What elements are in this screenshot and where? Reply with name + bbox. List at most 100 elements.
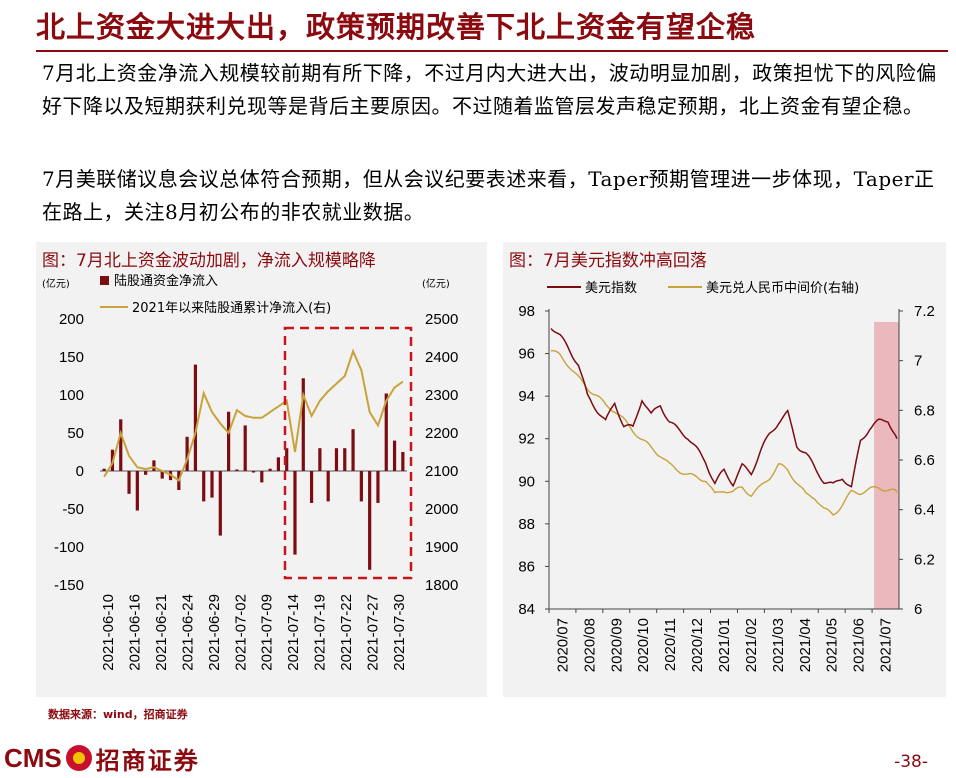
y-tick-label: -50 bbox=[62, 501, 84, 518]
dollar-index-chart-panel: 图：7月美元指数冲高回落 美元指数 美元兑人民币中间价(右轴) 98 96 94 92 90… bbox=[503, 242, 946, 697]
flow-bar bbox=[218, 471, 222, 536]
flow-bar bbox=[359, 471, 363, 502]
left-axis-unit: (亿元) bbox=[42, 277, 70, 290]
y2-tick-label: 1900 bbox=[425, 539, 458, 556]
x-tick-label: 2021-07-14 bbox=[285, 594, 302, 671]
flow-bar bbox=[152, 460, 156, 471]
y2-tick-label: 1800 bbox=[425, 577, 458, 594]
flow-bar bbox=[401, 452, 405, 471]
flow-bar bbox=[276, 457, 280, 471]
y2-tick-label: 2200 bbox=[425, 425, 458, 442]
x-tick-label: 2021/03 bbox=[770, 618, 787, 672]
x-tick-label: 2021-07-30 bbox=[391, 594, 408, 671]
dxy-line bbox=[550, 328, 898, 488]
y2-tick-label: 2400 bbox=[425, 349, 458, 366]
y2-tick-label: 6 bbox=[914, 601, 922, 618]
flow-bar bbox=[343, 448, 347, 471]
x-tick-label: 2020/07 bbox=[554, 618, 571, 672]
right-axis-unit: (亿元) bbox=[422, 277, 450, 290]
x-tick-label: 2020/09 bbox=[608, 618, 625, 672]
x-tick-label: 2021-06-29 bbox=[206, 594, 223, 671]
y-tick-label: 90 bbox=[518, 473, 535, 490]
logo-text: CMS bbox=[4, 742, 62, 773]
y2-tick-label: 2100 bbox=[425, 463, 458, 480]
x-tick-label: 2020/10 bbox=[635, 618, 652, 672]
page-title: 北上资金大进大出，政策预期改善下北上资金有望企稳 bbox=[36, 10, 757, 44]
flow-bar bbox=[376, 471, 380, 503]
y-tick-label: -150 bbox=[54, 577, 84, 594]
y-tick-label: 50 bbox=[67, 425, 84, 442]
flow-bar bbox=[251, 471, 256, 473]
x-tick-label: 2021-06-21 bbox=[153, 594, 170, 671]
y-tick-label: 200 bbox=[59, 311, 84, 328]
y2-tick-label: 2500 bbox=[425, 311, 458, 328]
flow-bar bbox=[384, 393, 388, 471]
flow-bar bbox=[301, 378, 305, 471]
northbound-flow-chart: (亿元) (亿元) 陆股通资金净流入 2021年以来陆股通累计净流入(右) 200 150… bbox=[42, 273, 458, 671]
x-tick-label: 2020/11 bbox=[662, 618, 679, 671]
y-tick-label: 0 bbox=[76, 463, 84, 480]
logo-badge-icon bbox=[65, 745, 92, 771]
legend-bar-swatch bbox=[100, 276, 109, 285]
flow-bar bbox=[160, 471, 164, 479]
x-tick-label: 2020/08 bbox=[581, 618, 598, 672]
flow-bar bbox=[243, 425, 247, 471]
y-tick-label: 92 bbox=[518, 431, 535, 448]
x-tick-label: 2021/02 bbox=[743, 618, 760, 672]
x-tick-label: 2020/12 bbox=[689, 618, 706, 672]
y-tick-label: 100 bbox=[59, 387, 84, 404]
flow-bar bbox=[260, 471, 264, 483]
paragraph-1: 7月北上资金净流入规模较前期有所下降，不过月内大进大出，波动明显加剧，政策担忧下… bbox=[42, 61, 937, 118]
highlight-box bbox=[283, 326, 413, 580]
data-source: 数据来源：wind，招商证券 bbox=[48, 708, 188, 721]
y2-tick-label: 6.4 bbox=[914, 502, 935, 519]
flow-bar bbox=[318, 448, 322, 471]
y-tick-label: 86 bbox=[518, 558, 535, 575]
y-tick-label: 98 bbox=[518, 303, 535, 320]
x-tick-label: 2021-07-02 bbox=[232, 594, 249, 671]
y2-tick-label: 6.8 bbox=[914, 402, 935, 419]
y2-tick-label: 7.2 bbox=[914, 303, 935, 320]
flow-bar bbox=[351, 429, 355, 471]
chart-title: 图：7月美元指数冲高回落 bbox=[509, 251, 707, 271]
y2-tick-label: 7 bbox=[914, 353, 922, 370]
flow-bar bbox=[135, 471, 139, 511]
legend-dxy-label: 美元指数 bbox=[585, 281, 637, 296]
y2-tick-label: 6.6 bbox=[914, 452, 935, 469]
flow-bar bbox=[127, 471, 131, 494]
x-tick-label: 2021/04 bbox=[797, 618, 814, 672]
x-tick-label: 2021-06-24 bbox=[179, 594, 196, 671]
legend-line-label: 2021年以来陆股通累计净流入(右) bbox=[132, 300, 331, 316]
flow-bar bbox=[227, 411, 231, 471]
cumulative-flow-line bbox=[103, 348, 404, 483]
flow-bar bbox=[334, 448, 339, 471]
logo-chinese-name: 招商证券 bbox=[95, 745, 200, 775]
flow-bar bbox=[392, 440, 397, 471]
x-tick-label: 2021-06-10 bbox=[100, 594, 117, 671]
flow-bar bbox=[193, 364, 198, 471]
flow-bar bbox=[235, 469, 239, 471]
x-tick-label: 2021-07-19 bbox=[312, 594, 329, 671]
y-tick-label: -100 bbox=[54, 539, 84, 556]
flow-bar bbox=[285, 448, 289, 471]
flow-bar bbox=[210, 471, 214, 498]
highlight-band bbox=[874, 322, 899, 609]
legend-bar-label: 陆股通资金净流入 bbox=[114, 273, 218, 289]
flow-bar bbox=[368, 471, 372, 570]
northbound-flow-chart-panel: 图：7月北上资金波动加剧，净流入规模略降 (亿元) (亿元) 陆股通资金净流入 202… bbox=[36, 242, 487, 697]
y2-tick-label: 6.2 bbox=[914, 551, 935, 568]
flow-bar bbox=[202, 471, 206, 502]
x-tick-label: 2021-07-22 bbox=[338, 594, 355, 671]
dollar-index-chart: 美元指数 美元兑人民币中间价(右轴) 98 96 94 92 90 88 86 84 7.2 7 6.8… bbox=[518, 281, 935, 672]
paragraph-2: 7月美联储议息会议总体符合预期，但从会议纪要表述来看，Taper预期管理进一步体… bbox=[42, 167, 935, 224]
y-tick-label: 96 bbox=[518, 346, 535, 363]
flow-bar bbox=[119, 419, 123, 471]
flow-bar bbox=[268, 468, 272, 471]
x-tick-label: 2021-07-27 bbox=[365, 594, 382, 671]
usdcny-line bbox=[550, 349, 898, 516]
y-tick-label: 84 bbox=[518, 601, 535, 618]
y2-tick-label: 2000 bbox=[425, 501, 458, 518]
flow-bar bbox=[326, 471, 330, 502]
legend-usdcny-label: 美元兑人民币中间价(右轴) bbox=[706, 281, 859, 296]
page-number: -38- bbox=[894, 752, 928, 772]
